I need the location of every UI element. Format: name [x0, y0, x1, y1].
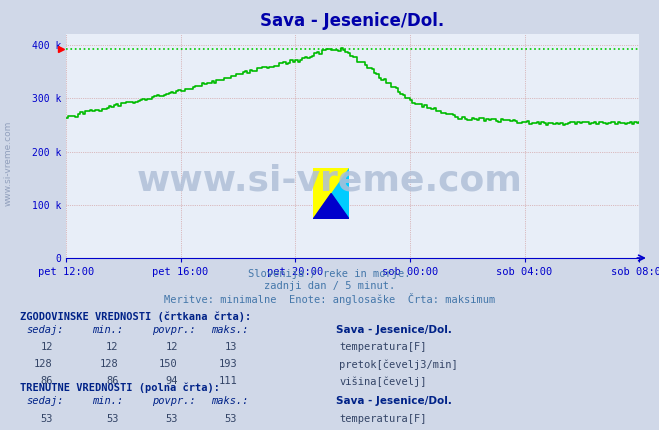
- Polygon shape: [313, 168, 349, 219]
- Text: zadnji dan / 5 minut.: zadnji dan / 5 minut.: [264, 281, 395, 291]
- Text: 193: 193: [219, 359, 237, 369]
- Text: Sava - Jesenice/Dol.: Sava - Jesenice/Dol.: [336, 325, 452, 335]
- Text: 86: 86: [106, 376, 119, 386]
- Polygon shape: [313, 194, 349, 219]
- Text: 94: 94: [165, 376, 178, 386]
- Text: 12: 12: [40, 342, 53, 352]
- Text: Slovenija / reke in morje.: Slovenija / reke in morje.: [248, 269, 411, 279]
- Text: 150: 150: [159, 359, 178, 369]
- Polygon shape: [313, 168, 349, 219]
- Text: Sava - Jesenice/Dol.: Sava - Jesenice/Dol.: [336, 396, 452, 406]
- Text: 12: 12: [165, 342, 178, 352]
- Text: TRENUTNE VREDNOSTI (polna črta):: TRENUTNE VREDNOSTI (polna črta):: [20, 383, 219, 393]
- Text: min.:: min.:: [92, 396, 123, 406]
- Text: 86: 86: [40, 376, 53, 386]
- Text: 128: 128: [100, 359, 119, 369]
- Text: 111: 111: [219, 376, 237, 386]
- Text: maks.:: maks.:: [211, 325, 248, 335]
- Text: www.si-vreme.com: www.si-vreme.com: [4, 121, 13, 206]
- Text: 53: 53: [165, 414, 178, 424]
- Text: višina[čevelj]: višina[čevelj]: [339, 376, 427, 387]
- Text: 13: 13: [225, 342, 237, 352]
- Text: povpr.:: povpr.:: [152, 396, 195, 406]
- Text: sedaj:: sedaj:: [26, 325, 64, 335]
- Text: www.si-vreme.com: www.si-vreme.com: [136, 163, 523, 198]
- Text: 128: 128: [34, 359, 53, 369]
- Text: sedaj:: sedaj:: [26, 396, 64, 406]
- Text: ZGODOVINSKE VREDNOSTI (črtkana črta):: ZGODOVINSKE VREDNOSTI (črtkana črta):: [20, 312, 251, 322]
- Text: 53: 53: [106, 414, 119, 424]
- Text: temperatura[F]: temperatura[F]: [339, 342, 427, 352]
- Text: povpr.:: povpr.:: [152, 325, 195, 335]
- Text: temperatura[F]: temperatura[F]: [339, 414, 427, 424]
- Text: maks.:: maks.:: [211, 396, 248, 406]
- Text: min.:: min.:: [92, 325, 123, 335]
- Text: pretok[čevelj3/min]: pretok[čevelj3/min]: [339, 359, 458, 369]
- Text: 12: 12: [106, 342, 119, 352]
- Text: 53: 53: [40, 414, 53, 424]
- Text: Meritve: minimalne  Enote: anglosaške  Črta: maksimum: Meritve: minimalne Enote: anglosaške Črt…: [164, 293, 495, 305]
- Title: Sava - Jesenice/Dol.: Sava - Jesenice/Dol.: [260, 12, 445, 30]
- Text: 53: 53: [225, 414, 237, 424]
